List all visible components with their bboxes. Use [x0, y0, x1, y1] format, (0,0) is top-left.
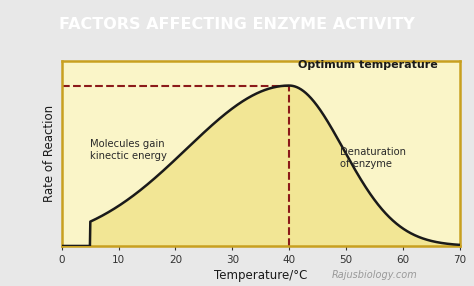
Text: Optimum temperature: Optimum temperature: [298, 59, 438, 69]
Text: Rajusbiology.com: Rajusbiology.com: [331, 270, 417, 280]
Y-axis label: Rate of Reaction: Rate of Reaction: [43, 105, 56, 202]
Text: Denaturation
of enzyme: Denaturation of enzyme: [340, 147, 406, 168]
X-axis label: Temperature/°C: Temperature/°C: [214, 269, 307, 282]
Text: Molecules gain
kinectic energy: Molecules gain kinectic energy: [90, 139, 167, 160]
Text: FACTORS AFFECTING ENZYME ACTIVITY: FACTORS AFFECTING ENZYME ACTIVITY: [59, 17, 415, 31]
